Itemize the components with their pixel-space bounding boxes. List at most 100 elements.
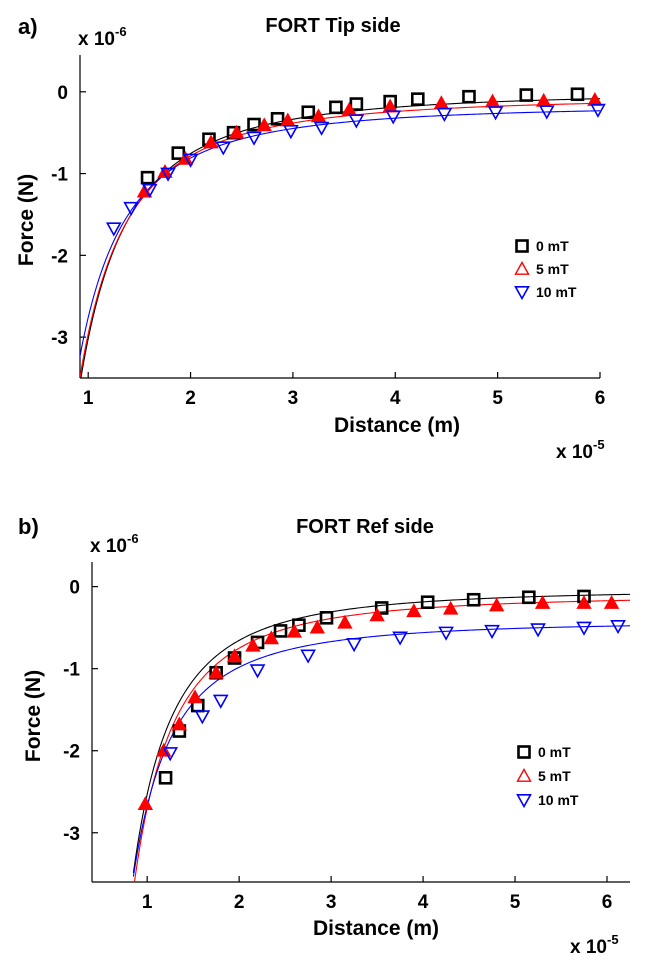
- data-point: [603, 595, 620, 609]
- legend: 0 mT 5 mT 10 mT: [514, 238, 577, 301]
- data-points: [105, 87, 606, 237]
- data-point: [182, 153, 199, 168]
- data-point: [105, 222, 122, 237]
- data-point: [249, 664, 266, 679]
- data-point: [374, 601, 389, 615]
- data-point: [283, 125, 299, 140]
- panel-a: a) FORT Tip side x 10-6 x 10-5 Distance …: [15, 14, 606, 463]
- data-point: [226, 648, 243, 663]
- data-point: [171, 146, 186, 160]
- data-point: [484, 624, 500, 640]
- x-tick-label: 4: [390, 388, 401, 409]
- data-point: [410, 92, 425, 106]
- legend-label: 0 mT: [536, 238, 569, 254]
- data-point: [349, 97, 364, 111]
- data-point: [442, 600, 459, 615]
- legend-marker: [514, 261, 530, 275]
- fit-curves: [80, 98, 600, 378]
- fit-curve-10-mt: [132, 625, 630, 877]
- data-point: [157, 163, 173, 178]
- data-point: [576, 595, 592, 609]
- fit-curve-5-mt: [133, 599, 630, 882]
- x-tick-label: 5: [510, 892, 521, 913]
- legend-label: 10 mT: [536, 284, 577, 300]
- data-point: [300, 649, 316, 664]
- legend-label: 10 mT: [538, 792, 579, 808]
- data-point: [346, 638, 362, 653]
- panel-label: b): [18, 514, 39, 539]
- y-tick-label: 0: [69, 578, 80, 599]
- data-point: [215, 141, 232, 156]
- data-point: [256, 117, 272, 132]
- data-point: [123, 201, 140, 217]
- legend-marker: [514, 285, 530, 301]
- data-point: [406, 603, 422, 618]
- fit-curves: [132, 593, 630, 882]
- x-multiplier: x 10-5: [570, 932, 619, 958]
- y-tick-label: -2: [63, 742, 80, 763]
- data-point: [270, 111, 285, 126]
- x-tick-label: 3: [326, 892, 337, 913]
- y-tick-label: -3: [51, 328, 68, 349]
- data-point: [319, 610, 334, 625]
- data-point: [137, 796, 154, 810]
- data-point: [436, 107, 453, 123]
- data-point: [590, 103, 606, 118]
- data-point: [610, 619, 626, 635]
- fit-curve-0-mt: [80, 98, 600, 378]
- data-point: [337, 614, 353, 629]
- y-tick-label: -1: [63, 660, 80, 681]
- legend-marker: [515, 239, 529, 253]
- data-point: [522, 590, 536, 605]
- chart-title: FORT Tip side: [265, 15, 400, 37]
- x-axis-label: Distance (m): [334, 414, 460, 437]
- x-tick-label: 1: [83, 388, 94, 409]
- data-point: [162, 747, 179, 762]
- y-multiplier: x 10-6: [78, 24, 127, 50]
- y-ticks: 0 -1 -2 -3: [63, 578, 98, 845]
- data-point: [534, 595, 551, 609]
- data-point: [160, 167, 176, 182]
- data-point: [141, 183, 158, 199]
- data-point: [576, 621, 592, 636]
- data-point: [466, 592, 481, 607]
- data-point: [329, 100, 343, 115]
- legend-label: 5 mT: [536, 261, 569, 277]
- data-point: [246, 131, 262, 146]
- x-tick-label: 4: [418, 892, 429, 913]
- legend-label: 0 mT: [538, 744, 571, 760]
- data-point: [228, 124, 245, 139]
- x-tick-label: 2: [185, 388, 196, 409]
- data-point: [140, 170, 155, 185]
- panel-b: b) FORT Ref side x 10-6 x 10-5 Distance …: [18, 514, 630, 958]
- data-point: [212, 694, 229, 709]
- y-tick-label: 0: [57, 83, 68, 104]
- data-point: [538, 105, 555, 120]
- legend-marker: [517, 745, 531, 759]
- data-point: [487, 106, 504, 121]
- x-tick-label: 5: [492, 388, 503, 409]
- data-point: [385, 110, 402, 125]
- data-point: [171, 716, 188, 731]
- legend: 0 mT 5 mT 10 mT: [516, 744, 579, 809]
- data-point: [309, 619, 326, 634]
- data-point: [462, 89, 476, 104]
- data-point: [438, 626, 454, 641]
- data-point: [203, 134, 219, 149]
- data-point: [245, 637, 261, 652]
- data-points: [137, 589, 626, 810]
- data-point: [433, 95, 450, 110]
- y-axis-label: Force (N): [15, 174, 38, 266]
- x-tick-label: 2: [234, 892, 245, 913]
- y-ticks: 0 -1 -2 -3: [51, 83, 86, 349]
- chart-title: FORT Ref side: [296, 516, 434, 538]
- data-point: [187, 689, 203, 704]
- x-tick-label: 1: [142, 892, 153, 913]
- x-tick-label: 6: [602, 892, 613, 913]
- data-point: [369, 607, 385, 622]
- panel-label: a): [18, 14, 38, 39]
- data-point: [519, 88, 534, 102]
- data-point: [420, 595, 435, 610]
- data-point: [488, 597, 505, 612]
- data-point: [570, 87, 585, 102]
